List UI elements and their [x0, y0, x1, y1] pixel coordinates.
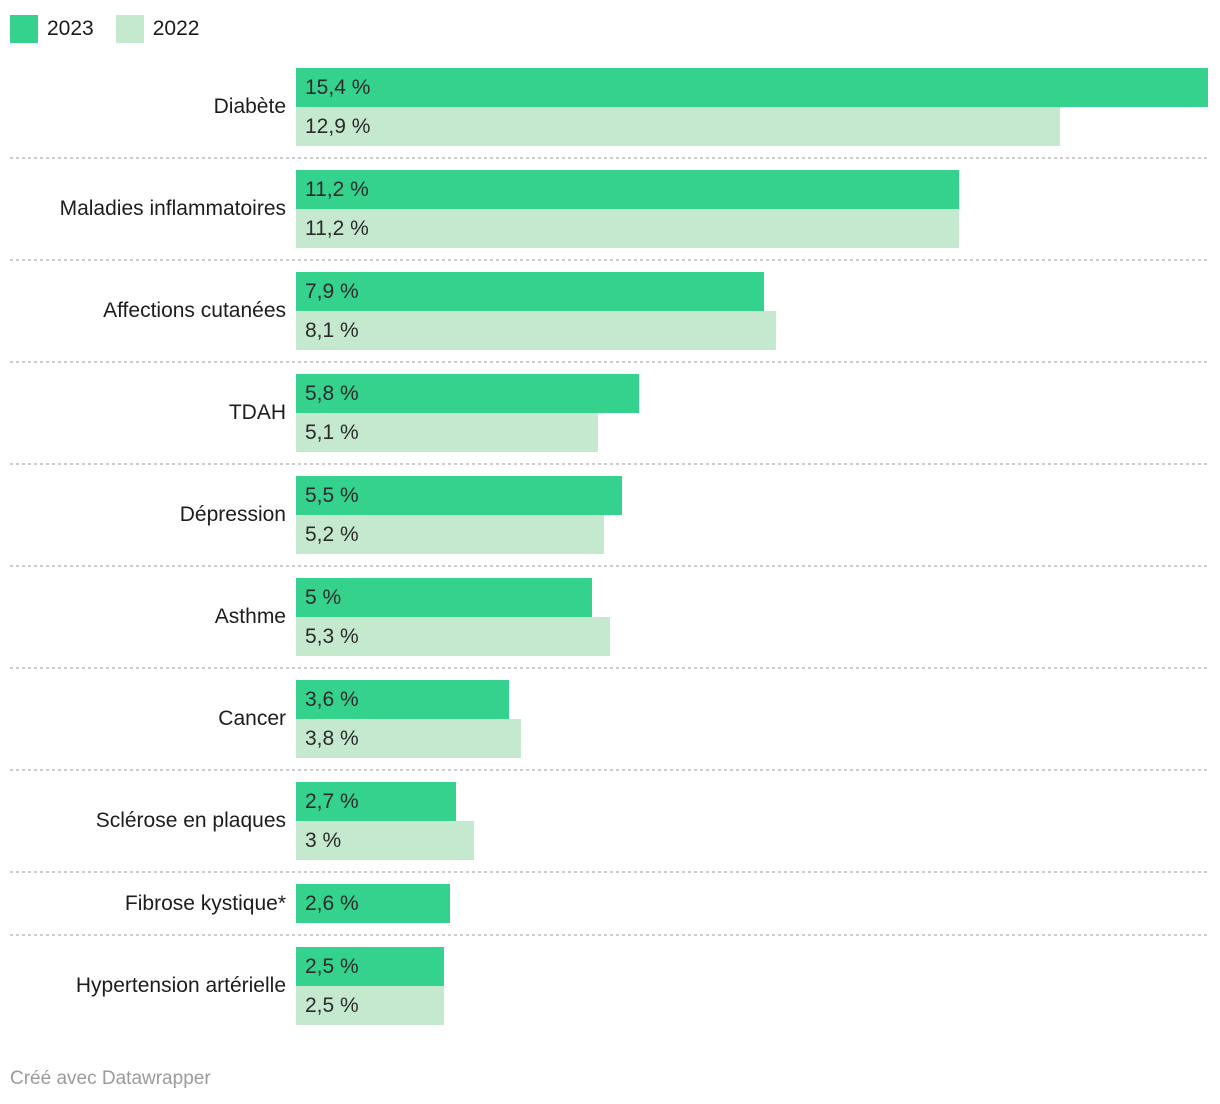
- bar-value-label: 11,2 %: [305, 216, 369, 240]
- bar-value-label: 8,1 %: [305, 318, 359, 342]
- row-separator: [10, 934, 1208, 936]
- bar-value-label: 3,6 %: [305, 687, 359, 711]
- bars: 5 % 5,3 %: [296, 578, 1208, 656]
- category-label: Fibrose kystique*: [124, 891, 286, 915]
- bars: 2,7 % 3 %: [296, 782, 1208, 860]
- bar-2022: 5,3 %: [296, 617, 610, 656]
- bar-2022: 3,8 %: [296, 719, 522, 758]
- bar-value-label: 3 %: [305, 828, 342, 852]
- chart-rows: Diabète 15,4 % 12,9 % Maladies inflammatoir…: [10, 68, 1208, 1025]
- bar-2023: 5,8 %: [296, 374, 640, 413]
- bar-value-label: 15,4 %: [305, 75, 371, 99]
- bar-value-label: 11,2 %: [305, 177, 369, 201]
- bar-2023: 15,4 %: [296, 68, 1208, 107]
- bar-value-label: 5,3 %: [305, 624, 359, 648]
- bars: 11,2 % 11,2 %: [296, 170, 1208, 248]
- bars: 2,6 %: [296, 884, 1208, 923]
- bar-value-label: 2,7 %: [305, 789, 359, 813]
- bar-group: Affections cutanées 7,9 % 8,1 %: [10, 272, 1208, 350]
- bars: 3,6 % 3,8 %: [296, 680, 1208, 758]
- category-label: Hypertension artérielle: [75, 974, 286, 998]
- category-label: Maladies inflammatoires: [59, 197, 286, 221]
- row-separator: [10, 769, 1208, 771]
- bar-2022: 5,2 %: [296, 515, 604, 554]
- bars: 15,4 % 12,9 %: [296, 68, 1208, 146]
- legend-item-2023: 2023: [10, 15, 94, 43]
- datawrapper-credit: Créé avec Datawrapper: [10, 1068, 211, 1089]
- bar-value-label: 12,9 %: [305, 114, 371, 138]
- category-label: TDAH: [228, 401, 286, 425]
- bars: 5,5 % 5,2 %: [296, 476, 1208, 554]
- legend-label-2023: 2023: [47, 17, 94, 40]
- bars: 7,9 % 8,1 %: [296, 272, 1208, 350]
- bar-value-label: 5,8 %: [305, 381, 359, 405]
- legend: 2023 2022: [10, 15, 1208, 43]
- bar-group: Diabète 15,4 % 12,9 %: [10, 68, 1208, 146]
- legend-swatch-2023-icon: [10, 15, 38, 43]
- bar-group: Fibrose kystique* 2,6 %: [10, 884, 1208, 923]
- category-label: Diabète: [213, 95, 286, 119]
- bar-value-label: 3,8 %: [305, 726, 359, 750]
- bar-group: Dépression 5,5 % 5,2 %: [10, 476, 1208, 554]
- row-separator: [10, 667, 1208, 669]
- bar-2023: 5,5 %: [296, 476, 622, 515]
- bar-value-label: 5,1 %: [305, 420, 359, 444]
- bar-2023: 2,7 %: [296, 782, 456, 821]
- bar-value-label: 2,5 %: [305, 954, 359, 978]
- bar-2022: 8,1 %: [296, 311, 776, 350]
- bar-value-label: 5 %: [305, 585, 342, 609]
- bar-value-label: 5,5 %: [305, 483, 359, 507]
- row-separator: [10, 361, 1208, 363]
- legend-swatch-2022-icon: [115, 15, 144, 43]
- category-label: Dépression: [179, 503, 286, 527]
- bar-2022: 3 %: [296, 821, 474, 860]
- bar-group: Cancer 3,6 % 3,8 %: [10, 680, 1208, 758]
- bar-2023: 3,6 %: [296, 680, 510, 719]
- bar-2022: 12,9 %: [296, 107, 1060, 146]
- category-label: Cancer: [218, 707, 286, 731]
- category-label: Affections cutanées: [103, 299, 286, 323]
- bar-value-label: 2,6 %: [305, 891, 359, 915]
- bar-2023: 2,6 %: [296, 884, 450, 923]
- legend-item-2022: 2022: [115, 15, 200, 43]
- bar-2023: 7,9 %: [296, 272, 764, 311]
- bar-group: Asthme 5 % 5,3 %: [10, 578, 1208, 656]
- bar-2022: 5,1 %: [296, 413, 599, 452]
- category-label: Asthme: [214, 605, 286, 629]
- bar-2022: 11,2 %: [296, 209, 960, 248]
- bar-2023: 11,2 %: [296, 170, 960, 209]
- bars: 5,8 % 5,1 %: [296, 374, 1208, 452]
- bar-2023: 2,5 %: [296, 947, 445, 986]
- bar-value-label: 7,9 %: [305, 279, 359, 303]
- bar-group: TDAH 5,8 % 5,1 %: [10, 374, 1208, 452]
- legend-label-2022: 2022: [152, 17, 200, 40]
- bar-2023: 5 %: [296, 578, 593, 617]
- row-separator: [10, 871, 1208, 873]
- bar-group: Hypertension artérielle 2,5 % 2,5 %: [10, 947, 1208, 1025]
- row-separator: [10, 259, 1208, 261]
- bar-value-label: 2,5 %: [305, 993, 359, 1017]
- bar-2022: 2,5 %: [296, 986, 445, 1025]
- bar-group: Maladies inflammatoires 11,2 % 11,2 %: [10, 170, 1208, 248]
- row-separator: [10, 157, 1208, 159]
- category-label: Sclérose en plaques: [95, 809, 286, 833]
- bars: 2,5 % 2,5 %: [296, 947, 1208, 1025]
- bar-group: Sclérose en plaques 2,7 % 3 %: [10, 782, 1208, 860]
- row-separator: [10, 463, 1208, 465]
- bar-value-label: 5,2 %: [305, 522, 359, 546]
- row-separator: [10, 565, 1208, 567]
